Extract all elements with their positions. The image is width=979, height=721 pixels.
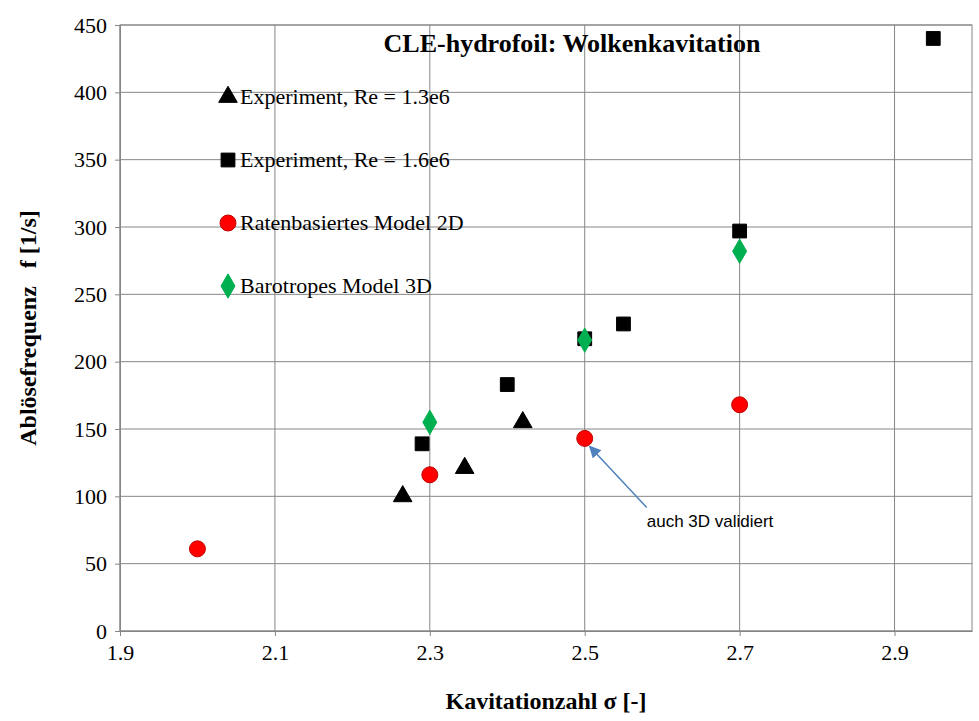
x-tick: 2.7	[726, 631, 754, 665]
x-axis-title: Kavitationzahl σ [-]	[445, 688, 646, 714]
grid-line-x	[274, 25, 275, 631]
y-tick-label: 450	[74, 13, 107, 38]
y-tick-mark	[115, 92, 120, 93]
y-tick-label: 50	[85, 551, 107, 576]
y-tick-mark	[115, 496, 120, 497]
y-axis-title: Ablösefrequenz f [1/s]	[15, 210, 41, 446]
title: CLE-hydrofoil: Wolkenkavitation	[384, 29, 761, 58]
x-tick-label: 2.5	[571, 640, 599, 665]
y-tick: 350	[74, 147, 120, 172]
x-tick: 2.5	[571, 631, 599, 665]
y-tick-mark	[115, 294, 120, 295]
x-tick-mark	[895, 631, 896, 636]
plot-frame	[120, 25, 972, 631]
legend-symbol	[219, 86, 238, 102]
x-tick-label: 2.1	[262, 640, 290, 665]
legend-label: Barotropes Model 3D	[240, 273, 432, 298]
x-tick-label: 2.3	[417, 640, 445, 665]
y-tick: 450	[74, 13, 120, 38]
y-tick-mark	[115, 160, 120, 161]
legend-symbol	[220, 215, 236, 231]
y-tick-label: 400	[74, 80, 107, 105]
x-tick-mark	[275, 631, 276, 636]
y-tick-mark	[115, 631, 120, 632]
grid-line-x	[739, 25, 740, 631]
point	[189, 541, 205, 557]
legend-symbol	[221, 153, 235, 167]
chart: 1.9 2.1 2.3 2.5 2.7 2.9 0 50 100 150 200 250 300 350 4…	[0, 0, 979, 721]
annotation-arrow	[590, 446, 647, 507]
point	[455, 457, 474, 473]
y-tick: 0	[96, 619, 120, 644]
series	[393, 412, 532, 502]
plot-area: 1.9 2.1 2.3 2.5 2.7 2.9 0 50 100 150 200 250 300 350 4…	[74, 13, 973, 665]
point	[617, 317, 631, 331]
point	[393, 486, 412, 502]
x-axis-line	[121, 631, 973, 632]
point	[732, 397, 748, 413]
grid-line-y	[120, 563, 972, 564]
x-axis: 1.9 2.1 2.3 2.5 2.7 2.9	[107, 631, 973, 665]
marks	[189, 32, 940, 557]
y-tick-mark	[115, 227, 120, 228]
x-tick-label: 1.9	[107, 640, 135, 665]
x-tick-mark	[740, 631, 741, 636]
legend-label: Experiment, Re = 1.3e6	[240, 84, 450, 109]
legend-symbol	[221, 274, 235, 298]
x-tick-mark	[120, 631, 121, 636]
y-tick-label: 250	[74, 282, 107, 307]
y-tick-label: 100	[74, 484, 107, 509]
point	[926, 32, 940, 46]
x-tick-mark	[585, 631, 586, 636]
x-tick: 1.9	[107, 631, 135, 665]
point	[500, 378, 514, 392]
legend: Experiment, Re = 1.3e6 Experiment, Re = 1…	[219, 84, 464, 298]
y-tick-mark	[115, 564, 120, 565]
point	[577, 430, 593, 446]
x-tick: 2.3	[417, 631, 445, 665]
y-tick-label: 150	[74, 417, 107, 442]
y-tick: 150	[74, 417, 120, 442]
y-tick: 250	[74, 282, 120, 307]
y-tick: 100	[74, 484, 120, 509]
x-tick-label: 2.7	[726, 640, 754, 665]
y-tick: 400	[74, 80, 120, 105]
legend-label: Experiment, Re = 1.6e6	[240, 147, 450, 172]
legend-label: Ratenbasiertes Model 2D	[240, 210, 464, 235]
y-tick: 200	[74, 349, 120, 374]
point	[513, 412, 532, 428]
grid-line-y	[120, 361, 972, 362]
point	[415, 437, 429, 451]
series	[415, 32, 940, 451]
series	[423, 239, 747, 434]
y-tick-mark	[115, 429, 120, 430]
point	[423, 410, 437, 434]
y-tick-label: 300	[74, 215, 107, 240]
x-tick: 2.1	[262, 631, 290, 665]
y-tick-label: 200	[74, 349, 107, 374]
x-tick-label: 2.9	[881, 640, 909, 665]
y-tick-label: 350	[74, 147, 107, 172]
annotation: auch 3D validiert	[647, 512, 774, 531]
series	[189, 397, 747, 557]
grid	[120, 25, 972, 631]
x-tick-mark	[430, 631, 431, 636]
y-tick-mark	[115, 362, 120, 363]
y-tick: 300	[74, 215, 120, 240]
y-axis: 0 50 100 150 200 250 300 350 400 450	[74, 13, 121, 644]
grid-line-y	[120, 429, 972, 430]
point	[578, 328, 592, 352]
point	[422, 467, 438, 483]
grid-line-y	[120, 496, 972, 497]
x-tick: 2.9	[881, 631, 909, 665]
grid-line-x	[894, 25, 895, 631]
y-tick-mark	[115, 25, 120, 26]
point	[733, 239, 747, 263]
y-tick-label: 0	[96, 619, 107, 644]
y-axis-line	[120, 26, 121, 632]
point	[733, 224, 747, 238]
y-tick: 50	[85, 551, 120, 576]
grid-line-x	[429, 25, 430, 631]
